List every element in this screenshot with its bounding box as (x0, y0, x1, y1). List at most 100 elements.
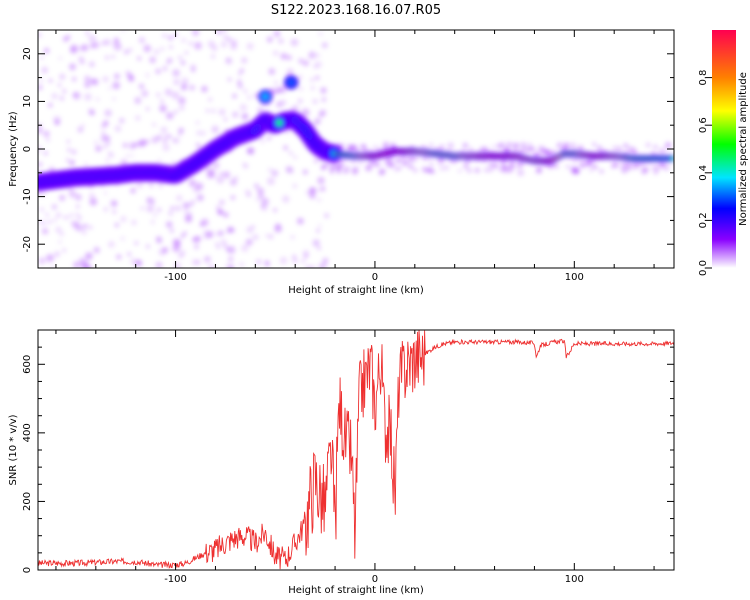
heatmap-noise-cell (509, 159, 515, 165)
heatmap-noise-cell (315, 75, 320, 80)
y-tick-label: -10 (22, 188, 33, 204)
heatmap-noise-cell (128, 141, 136, 150)
heatmap-noise-cell (168, 35, 173, 41)
heatmap-noise-cell (316, 228, 320, 233)
heatmap-noise-cell (458, 169, 462, 173)
heatmap-noise-cell (134, 97, 142, 104)
heatmap-noise-cell (155, 68, 161, 75)
heatmap-noise-cell (192, 30, 200, 36)
heatmap-noise-cell (358, 161, 363, 165)
heatmap-noise-cell (488, 167, 493, 172)
heatmap-noise-cell (191, 259, 198, 266)
heatmap-noise-cell (437, 159, 444, 166)
heatmap-noise-cell (112, 209, 117, 214)
heatmap-noise-cell (653, 169, 659, 175)
heatmap-noise-cell (255, 197, 260, 202)
heatmap-noise-cell (101, 131, 106, 136)
heatmap-noise-cell (155, 261, 163, 268)
heatmap-noise-cell (298, 99, 303, 103)
colorbar-tick-label: 0.8 (698, 70, 709, 86)
heatmap-noise-cell (94, 140, 98, 144)
heatmap-noise-cell (69, 63, 76, 71)
colorbar-tick-label: 0.0 (698, 260, 709, 276)
heatmap-noise-cell (39, 207, 45, 212)
heatmap-noise-cell (469, 147, 474, 152)
heatmap-noise-cell (171, 91, 180, 100)
heatmap-noise-cell (55, 226, 62, 233)
heatmap-noise-cell (193, 236, 201, 244)
heatmap-noise-cell (170, 206, 175, 211)
chart-title: S122.2023.168.16.07.R05 (271, 3, 441, 18)
heatmap-noise-cell (210, 54, 216, 59)
heatmap-noise-cell (148, 182, 154, 188)
heatmap-noise-cell (181, 77, 189, 86)
heatmap-noise-cell (239, 262, 244, 267)
heatmap-noise-cell (237, 79, 242, 85)
heatmap-noise-cell (658, 162, 666, 169)
heatmap-noise-cell (267, 136, 272, 141)
heatmap-noise-cell (255, 259, 262, 265)
heatmap-noise-cell (232, 93, 237, 99)
heatmap-noise-cell (104, 55, 110, 60)
heatmap-noise-cell (474, 167, 481, 174)
heatmap-noise-cell (59, 73, 66, 80)
heatmap-noise-cell (565, 164, 570, 169)
heatmap-noise-cell (168, 210, 174, 216)
heatmap-noise-cell (180, 60, 186, 66)
heatmap-noise-cell (125, 154, 129, 158)
heatmap-noise-cell (246, 192, 252, 198)
heatmap-noise-cell (153, 49, 160, 55)
heatmap-noise-cell (664, 142, 672, 149)
heatmap-noise-cell (160, 99, 164, 103)
heatmap-noise-cell (206, 233, 213, 239)
heatmap-noise-cell (624, 160, 632, 168)
heatmap-noise-cell (111, 55, 115, 59)
heatmap-noise-cell (180, 234, 185, 239)
y-tick-label: -20 (22, 236, 33, 252)
heatmap-noise-cell (439, 144, 445, 150)
heatmap-noise-cell (527, 142, 532, 147)
heatmap-noise-cell (182, 84, 187, 89)
heatmap-noise-cell (41, 192, 46, 196)
heatmap-noise-cell (297, 74, 303, 81)
heatmap-noise-cell (112, 81, 121, 90)
heatmap-noise-cell (38, 85, 43, 90)
heatmap-noise-cell (161, 138, 168, 145)
y-tick-label: 400 (22, 423, 33, 442)
heatmap-noise-cell (297, 217, 304, 225)
heatmap-noise-cell (103, 191, 108, 195)
heatmap-noise-cell (93, 247, 100, 254)
heatmap-noise-cell (429, 142, 434, 148)
heatmap-noise-cell (114, 73, 120, 80)
heatmap-noise-cell (51, 93, 58, 100)
x-tick-label: 0 (372, 574, 378, 585)
heatmap-noise-cell (237, 71, 242, 76)
heatmap-noise-cell (91, 78, 98, 85)
heatmap-noise-cell (230, 195, 236, 201)
heatmap-noise-cell (104, 109, 112, 117)
heatmap-noise-cell (317, 246, 321, 250)
heatmap-noise-cell (651, 151, 655, 155)
heatmap-noise-cell (181, 38, 186, 43)
heatmap-y-axis-label: Frequency (Hz) (8, 111, 19, 187)
heatmap-noise-cell (331, 165, 337, 171)
heatmap-noise-cell (58, 240, 62, 244)
heatmap-noise-cell (134, 241, 139, 246)
heatmap-noise-cell (101, 40, 107, 46)
heatmap-noise-cell (289, 151, 293, 155)
heatmap-noise-cell (600, 169, 604, 173)
heatmap-noise-cell (146, 197, 153, 204)
heatmap-noise-cell (151, 202, 155, 205)
heatmap-noise-cell (612, 145, 618, 152)
y-tick-label: 200 (22, 492, 33, 511)
heatmap-noise-cell (320, 262, 327, 268)
heatmap-noise-cell (211, 125, 219, 134)
heatmap-noise-cell (292, 183, 297, 189)
y-tick-label: 10 (22, 95, 33, 108)
heatmap-noise-cell (260, 138, 265, 144)
heatmap-noise-cell (320, 166, 325, 171)
heatmap-noise-cell (128, 47, 133, 53)
heatmap-noise-cell (397, 166, 402, 171)
heatmap-noise-cell (180, 250, 186, 256)
heatmap-noise-cell (241, 244, 249, 252)
